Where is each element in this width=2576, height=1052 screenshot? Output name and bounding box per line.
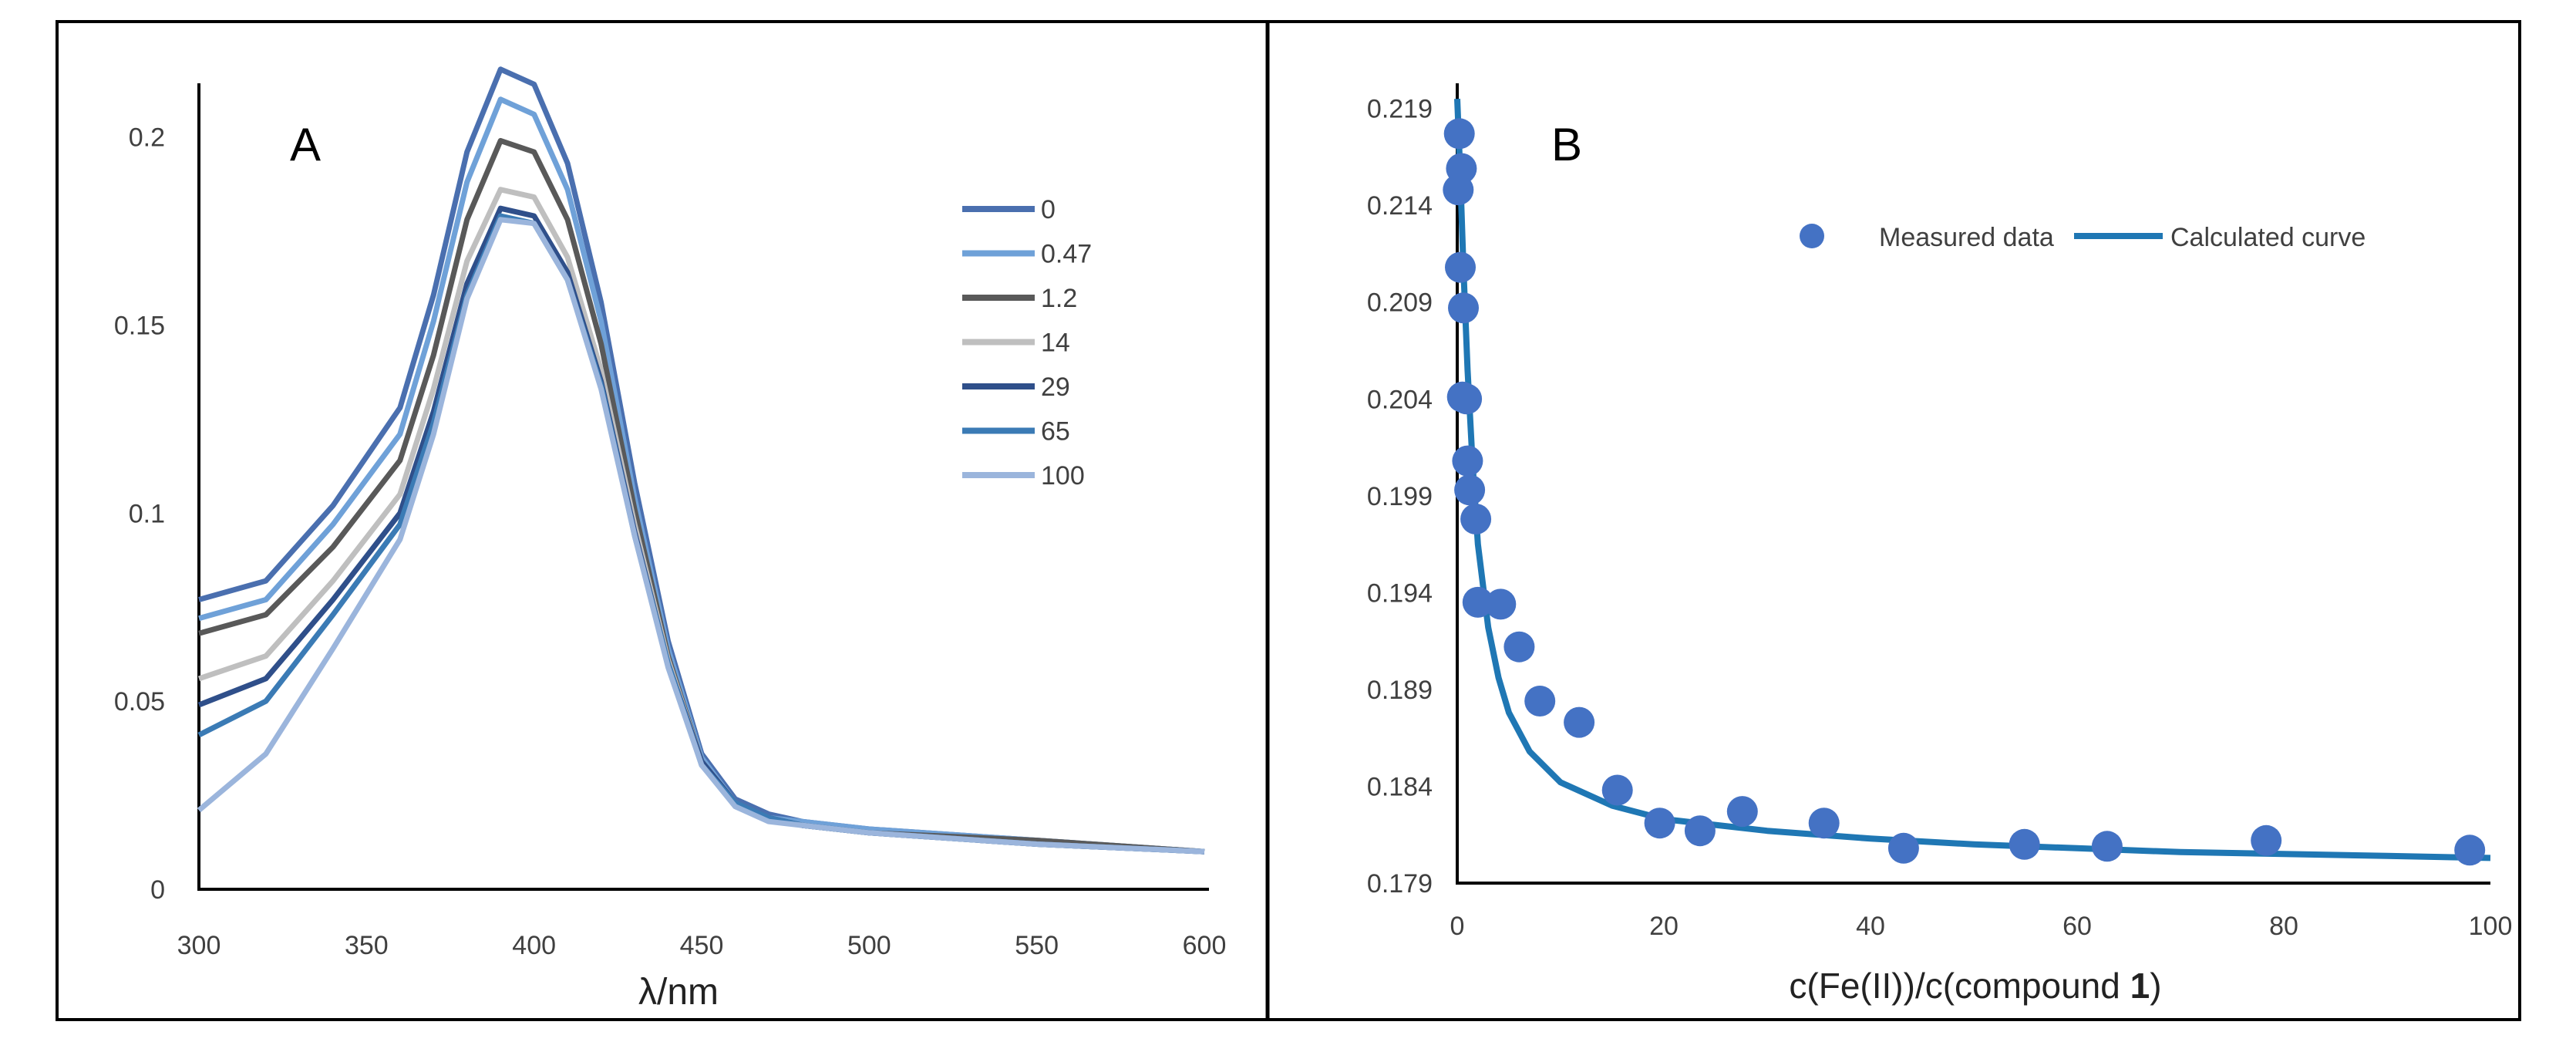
measured-data-point bbox=[1452, 445, 1483, 477]
panel-b-y-tick-labels: 0.179 0.184 0.189 0.194 0.199 0.204 0.209 0.214… bbox=[1367, 95, 1433, 899]
panel-a-x-tick-label: 400 bbox=[512, 931, 556, 960]
measured-data-point bbox=[2009, 828, 2040, 860]
panel-a-y-tick-label: 0.1 bbox=[129, 499, 165, 528]
series-line-0.47 bbox=[198, 96, 1205, 855]
panel-b-y-tick-label: 0.199 bbox=[1367, 482, 1433, 511]
measured-data-point bbox=[1887, 832, 1919, 864]
panel-b-measured-points bbox=[1443, 118, 2486, 866]
panel-a-x-tick-label: 300 bbox=[177, 931, 221, 960]
panel-b-y-tick-label: 0.189 bbox=[1367, 676, 1433, 705]
panel-a-series-lines bbox=[197, 66, 1205, 855]
legend-label-29: 29 bbox=[1041, 373, 1070, 402]
measured-data-point bbox=[1524, 686, 1556, 717]
panel-b-x-axis-title: c(Fe(II))/c(compound 1) bbox=[1789, 966, 2161, 1006]
panel-a-x-tick-label: 550 bbox=[1015, 931, 1059, 960]
panel-a-x-tick-labels: 300 350 400 450 500 550 600 bbox=[177, 931, 1227, 960]
legend-label-14: 14 bbox=[1041, 329, 1070, 358]
legend-measured-marker bbox=[1800, 224, 1824, 248]
panel-b-y-tick-label: 0.214 bbox=[1367, 191, 1433, 221]
panel-b-legend: Measured data Calculated curve bbox=[1800, 223, 2366, 252]
panel-b-label: B bbox=[1551, 119, 1582, 170]
measured-data-point bbox=[1808, 808, 1840, 839]
measured-data-point bbox=[1451, 383, 1483, 415]
measured-data-point bbox=[1504, 631, 1535, 663]
panel-a-y-tick-label: 0.15 bbox=[114, 311, 165, 340]
x-axis-title-compound-number: 1 bbox=[2130, 966, 2150, 1006]
measured-data-point bbox=[1443, 174, 1474, 206]
panel-b-x-tick-label: 20 bbox=[1649, 912, 1679, 941]
legend-calculated-label: Calculated curve bbox=[2170, 223, 2366, 252]
panel-b-y-tick-label: 0.194 bbox=[1367, 578, 1433, 608]
measured-data-point bbox=[1726, 796, 1758, 828]
legend-label-65: 65 bbox=[1041, 417, 1070, 447]
legend-measured-label: Measured data bbox=[1879, 223, 2054, 252]
panel-a-y-tick-label: 0 bbox=[150, 875, 165, 905]
measured-data-point bbox=[1485, 588, 1517, 620]
panel-a-y-tick-labels: 0 0.05 0.1 0.15 0.2 bbox=[114, 123, 165, 905]
measured-data-point bbox=[1448, 292, 1479, 324]
panel-b-x-tick-label: 60 bbox=[2062, 912, 2092, 941]
measured-data-point bbox=[1445, 251, 1476, 283]
measured-data-point bbox=[1644, 808, 1675, 839]
measured-data-point bbox=[1443, 118, 1475, 150]
panel-b-y-tick-label: 0.179 bbox=[1367, 869, 1433, 899]
panel-a-x-tick-label: 450 bbox=[680, 931, 724, 960]
measured-data-point bbox=[2454, 835, 2486, 866]
panel-b-y-tick-label: 0.219 bbox=[1367, 95, 1433, 124]
series-line-100 bbox=[197, 217, 1205, 855]
panel-b: 0.179 0.184 0.189 0.194 0.199 0.204 0.209 0.214… bbox=[1367, 83, 2512, 1006]
panel-a-x-tick-label: 500 bbox=[847, 931, 891, 960]
panel-b-x-tick-label: 0 bbox=[1450, 912, 1465, 941]
panel-a-y-tick-label: 0.05 bbox=[114, 687, 165, 717]
panel-b-x-tick-labels: 0 20 40 60 80 100 bbox=[1450, 912, 2513, 941]
legend-label-0.47: 0.47 bbox=[1041, 240, 1092, 269]
measured-data-point bbox=[1460, 504, 1492, 534]
panel-b-y-tick-label: 0.184 bbox=[1367, 772, 1433, 801]
panel-b-y-tick-label: 0.204 bbox=[1367, 385, 1433, 414]
measured-data-point bbox=[2091, 831, 2123, 862]
panel-b-y-tick-label: 0.209 bbox=[1367, 288, 1433, 318]
legend-label-0: 0 bbox=[1041, 195, 1056, 224]
measured-data-point bbox=[1564, 706, 1595, 738]
outer-frame bbox=[56, 20, 2521, 1021]
legend-label-100: 100 bbox=[1041, 461, 1085, 491]
panel-a-x-axis-title: λ/nm bbox=[638, 972, 719, 1013]
panel-a-x-tick-label: 600 bbox=[1183, 931, 1227, 960]
panel-a: 00.050.10.150.2 300 350 400 450 500 550 600 A … bbox=[114, 66, 1227, 1013]
panel-b-x-tick-label: 100 bbox=[2469, 912, 2513, 941]
panel-b-x-tick-label: 40 bbox=[1856, 912, 1885, 941]
measured-data-point bbox=[1601, 774, 1633, 806]
panel-b-x-tick-label: 80 bbox=[2269, 912, 2298, 941]
panel-a-legend: 0 0.47 1.2 14 29 65 100 bbox=[962, 195, 1092, 491]
calculated-curve bbox=[1454, 98, 2491, 861]
legend-label-1.2: 1.2 bbox=[1041, 284, 1077, 313]
x-axis-title-suffix: ) bbox=[2150, 966, 2161, 1006]
measured-data-point bbox=[1454, 474, 1486, 506]
x-axis-title-prefix: c(Fe(II))/c(compound bbox=[1789, 966, 2130, 1006]
series-line-0 bbox=[198, 66, 1205, 855]
panel-a-y-tick-label: 0.2 bbox=[129, 123, 165, 153]
measured-data-point bbox=[1462, 586, 1493, 618]
panel-a-x-tick-label: 350 bbox=[345, 931, 389, 960]
panel-a-label: A bbox=[290, 119, 321, 170]
measured-data-point bbox=[2251, 824, 2282, 856]
panel-b-calculated-curve-group bbox=[1454, 98, 2491, 861]
measured-data-point bbox=[1684, 815, 1716, 847]
